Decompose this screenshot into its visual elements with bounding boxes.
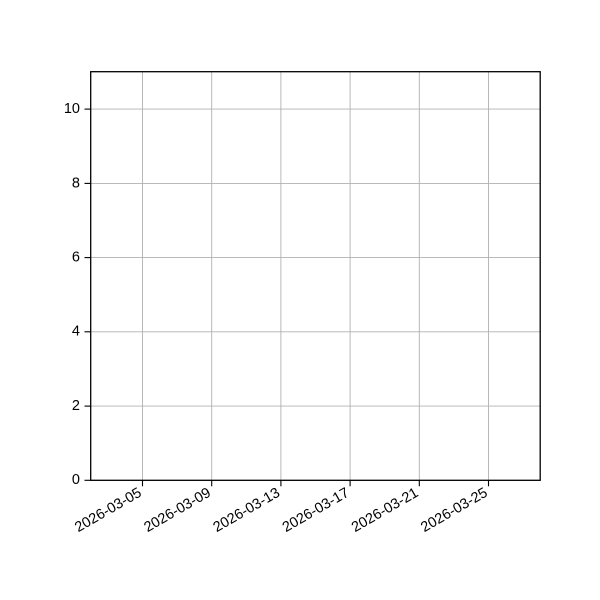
svg-text:0: 0 bbox=[72, 472, 80, 488]
svg-text:6: 6 bbox=[72, 250, 80, 266]
svg-text:10: 10 bbox=[64, 101, 80, 117]
svg-text:2026-03-17: 2026-03-17 bbox=[280, 485, 352, 536]
svg-text:8: 8 bbox=[72, 175, 80, 191]
svg-text:2026-03-13: 2026-03-13 bbox=[211, 485, 283, 536]
svg-text:4: 4 bbox=[72, 324, 80, 340]
svg-text:2026-03-25: 2026-03-25 bbox=[418, 485, 490, 536]
svg-text:2026-03-21: 2026-03-21 bbox=[349, 485, 421, 536]
svg-text:2026-03-05: 2026-03-05 bbox=[72, 485, 144, 536]
svg-text:2026-03-09: 2026-03-09 bbox=[141, 485, 213, 536]
svg-text:2: 2 bbox=[72, 398, 80, 414]
